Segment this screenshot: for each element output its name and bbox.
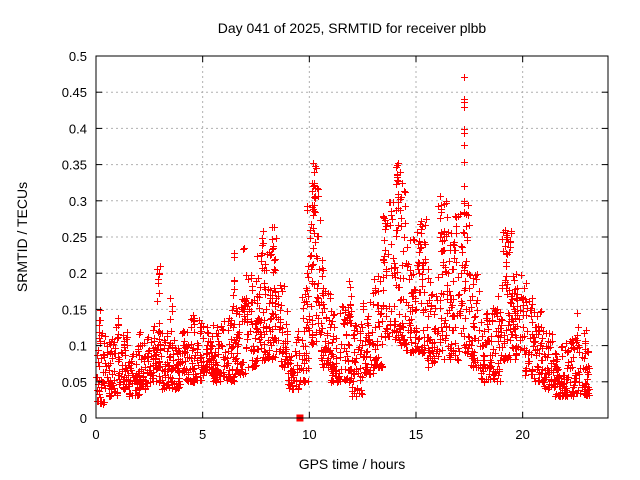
y-axis-label: SRMTID / TECUs [14, 182, 30, 292]
axis-tick-labels: 0 5 10 15 20 0 0.05 0.1 0.15 0.2 0.25 0.3 0.35 0.4 0.4… [62, 49, 530, 442]
y-tick-label: 0.5 [69, 49, 87, 64]
y-tick-label: 0.3 [69, 194, 87, 209]
data-point-plus-markers [93, 74, 593, 408]
x-axis-label: GPS time / hours [299, 456, 406, 472]
y-tick-label: 0.2 [69, 266, 87, 281]
y-tick-label: 0.4 [69, 121, 87, 136]
y-tick-label: 0.35 [62, 158, 87, 173]
x-tick-label: 0 [92, 427, 99, 442]
y-tick-label: 0.1 [69, 339, 87, 354]
y-tick-label: 0.45 [62, 85, 87, 100]
x-tick-label: 10 [302, 427, 316, 442]
x-tick-label: 20 [515, 427, 529, 442]
y-tick-label: 0.15 [62, 302, 87, 317]
y-tick-label: 0 [80, 411, 87, 426]
x-tick-label: 5 [199, 427, 206, 442]
chart-title: Day 041 of 2025, SRMTID for receiver plb… [218, 20, 487, 36]
scatter-points [93, 74, 593, 408]
y-tick-label: 0.05 [62, 375, 87, 390]
y-tick-label: 0.25 [62, 230, 87, 245]
axis-ticks [95, 55, 608, 419]
x-tick-label: 15 [409, 427, 423, 442]
